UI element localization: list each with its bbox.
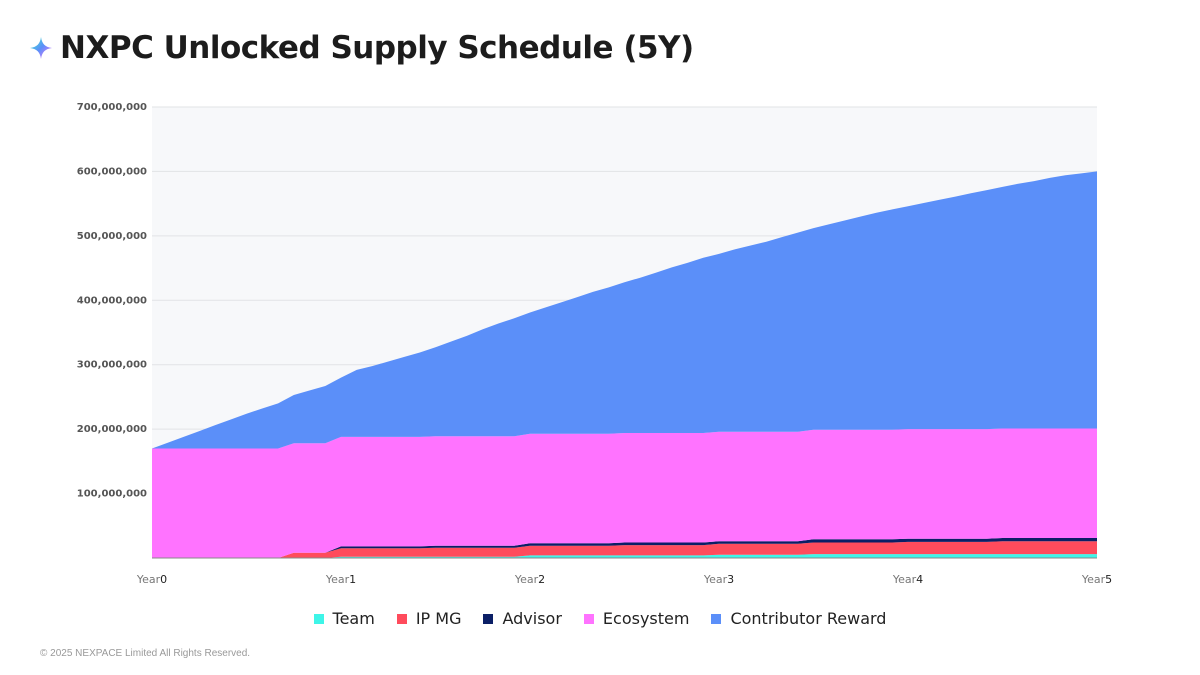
copyright-footer: © 2025 NEXPACE Limited All Rights Reserv… — [40, 648, 251, 659]
x-tick-label: Year2 — [514, 573, 545, 586]
area-ecosystem — [152, 428, 1097, 558]
x-tick-label: Year3 — [703, 573, 734, 586]
legend-item-contributor-reward[interactable]: Contributor Reward — [711, 609, 886, 628]
page-title: NXPC Unlocked Supply Schedule (5Y) — [60, 30, 694, 66]
y-tick-label: 200,000,000 — [77, 424, 147, 435]
legend-swatch — [313, 613, 324, 624]
x-tick-label: Year1 — [325, 573, 356, 586]
y-tick-label: 100,000,000 — [77, 489, 147, 500]
legend-label: Ecosystem — [602, 609, 690, 628]
nxpc-logo-icon — [30, 37, 52, 59]
y-tick-label: 500,000,000 — [77, 231, 147, 242]
legend-label: Team — [332, 609, 375, 628]
area-contributor-reward — [152, 171, 1097, 449]
x-tick-label: Year5 — [1081, 573, 1112, 586]
y-tick-label: 600,000,000 — [77, 166, 147, 177]
area-team — [152, 554, 1097, 558]
x-tick-label: Year0 — [136, 573, 167, 586]
y-tick-label: 400,000,000 — [77, 295, 147, 306]
y-tick-label: 300,000,000 — [77, 360, 147, 371]
legend-item-ecosystem[interactable]: Ecosystem — [583, 609, 690, 628]
legend-swatch — [711, 613, 722, 624]
legend-label: Contributor Reward — [730, 609, 887, 628]
legend-item-team[interactable]: Team — [313, 609, 375, 628]
area-ip-mg — [152, 541, 1097, 558]
legend: Team IP MG Advisor Ecosystem Contributor Rew… — [0, 609, 1200, 628]
area-advisor — [152, 538, 1097, 558]
x-tick-label: Year4 — [892, 573, 923, 586]
legend-swatch — [583, 613, 594, 624]
legend-item-ip-mg[interactable]: IP MG — [396, 609, 462, 628]
legend-item-advisor[interactable]: Advisor — [483, 609, 562, 628]
legend-swatch — [396, 613, 407, 624]
legend-label: Advisor — [502, 609, 562, 628]
y-tick-label: 700,000,000 — [77, 102, 147, 113]
legend-label: IP MG — [415, 609, 462, 628]
legend-swatch — [483, 613, 494, 624]
